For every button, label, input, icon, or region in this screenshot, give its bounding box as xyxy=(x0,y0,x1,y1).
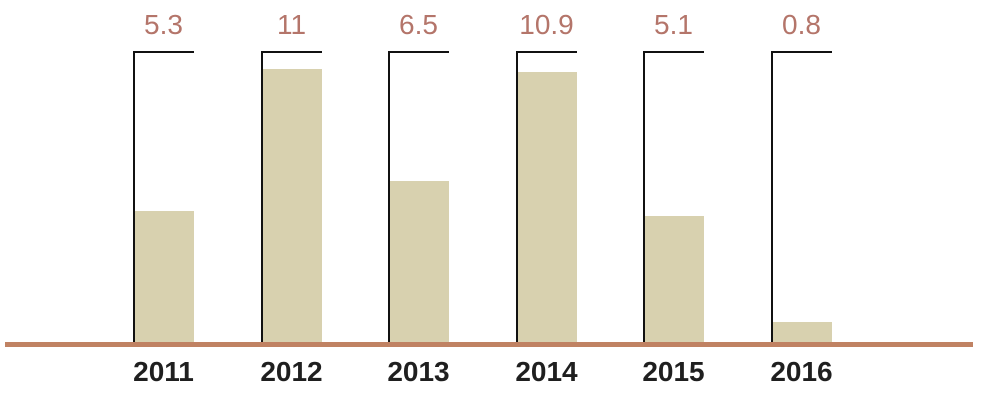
bar-reference-frame xyxy=(643,51,704,342)
bar-group: 5.1 2015 xyxy=(642,0,704,401)
bar-reference-frame xyxy=(516,51,577,342)
bar-value-label: 6.5 xyxy=(399,9,438,40)
bar-group: 6.5 2013 xyxy=(387,0,449,401)
bar-group: 11 2012 xyxy=(260,0,322,401)
x-axis-line xyxy=(5,342,973,347)
x-axis-label: 2016 xyxy=(770,356,833,387)
x-axis-label: 2014 xyxy=(515,356,578,387)
bar-reference-frame xyxy=(133,51,194,342)
x-axis-label: 2015 xyxy=(642,356,705,387)
bar-value-label: 11 xyxy=(276,9,307,40)
bar xyxy=(643,216,704,342)
bar xyxy=(133,211,194,342)
bar-group: 0.8 2016 xyxy=(770,0,832,401)
bar-reference-frame xyxy=(771,51,832,342)
bar xyxy=(516,72,577,342)
x-axis-label: 2011 xyxy=(133,356,194,387)
bar-group: 5.3 2011 xyxy=(133,0,194,401)
x-axis-label: 2012 xyxy=(260,356,323,387)
bar-reference-frame xyxy=(261,51,322,342)
bar-value-label: 0.8 xyxy=(782,9,821,40)
bar xyxy=(261,69,322,342)
bar xyxy=(388,181,449,342)
bar-value-label: 10.9 xyxy=(519,9,574,40)
bar-group: 10.9 2014 xyxy=(515,0,577,401)
bar-reference-frame xyxy=(388,51,449,342)
bar-value-label: 5.3 xyxy=(144,9,183,40)
bar xyxy=(771,322,832,342)
x-axis-label: 2013 xyxy=(387,356,450,387)
bar-value-label: 5.1 xyxy=(654,9,693,40)
